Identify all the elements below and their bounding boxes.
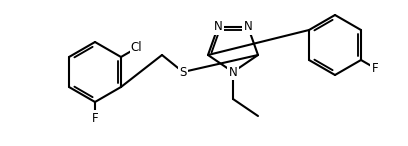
Text: N: N [228,66,237,79]
Text: F: F [92,112,98,125]
Text: F: F [372,61,378,74]
Text: S: S [179,66,187,79]
Text: N: N [244,20,253,33]
Text: Cl: Cl [131,41,142,54]
Text: N: N [214,20,222,33]
